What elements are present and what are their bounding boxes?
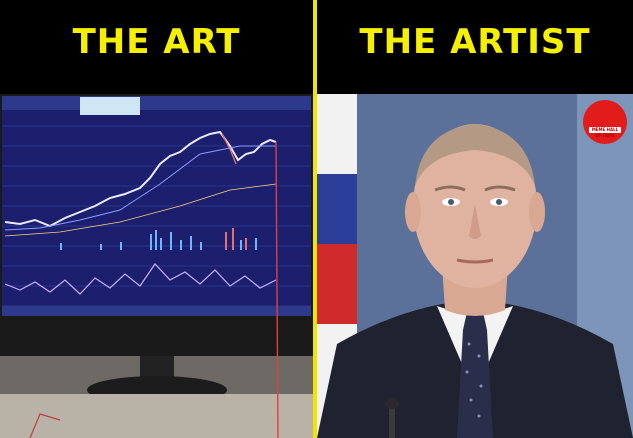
right-panel: THE ARTIST xyxy=(317,0,633,438)
right-caption: THE ARTIST xyxy=(317,0,633,94)
left-panel: THE ART xyxy=(0,0,313,438)
panel-divider xyxy=(313,0,317,438)
portrait-illustration xyxy=(317,94,633,438)
watermark-text: MEME HALL OF FAME xyxy=(591,127,619,138)
stock-chart-illustration xyxy=(0,94,313,438)
stock-chart-photo xyxy=(0,94,313,438)
left-caption: THE ART xyxy=(0,0,313,94)
watermark-badge: MEME HALL OF FAME xyxy=(583,100,627,144)
portrait-photo: MEME HALL OF FAME xyxy=(317,94,633,438)
